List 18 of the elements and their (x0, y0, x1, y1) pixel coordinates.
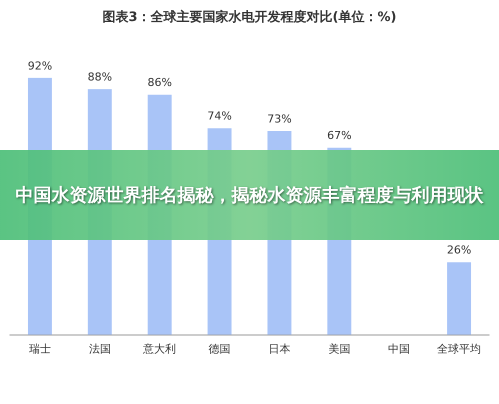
x-tick-label: 美国 (328, 342, 350, 356)
data-label: 73% (267, 112, 292, 126)
data-label: 92% (28, 59, 52, 72)
bar (447, 262, 472, 335)
x-tick-label: 瑞士 (28, 342, 51, 356)
x-tick-label: 法国 (88, 342, 111, 356)
data-label: 88% (88, 70, 112, 84)
x-tick-label: 日本 (268, 342, 290, 356)
x-tick-label: 中国 (388, 342, 410, 356)
annotation: 中国水资源世界排名揭秘，揭秘水资源丰富程度与利用现状 (16, 184, 484, 207)
x-tick-label: 意大利 (142, 342, 176, 356)
x-tick-label: 全球平均 (437, 342, 482, 356)
chart-title: 图表3：全球主要国家水电开发程度对比(单位：%) (102, 9, 396, 26)
data-label: 26% (446, 244, 472, 257)
data-label: 74% (207, 110, 232, 123)
data-label: 67% (327, 129, 352, 142)
x-tick-label: 德国 (208, 342, 231, 356)
data-label: 86% (147, 76, 172, 90)
